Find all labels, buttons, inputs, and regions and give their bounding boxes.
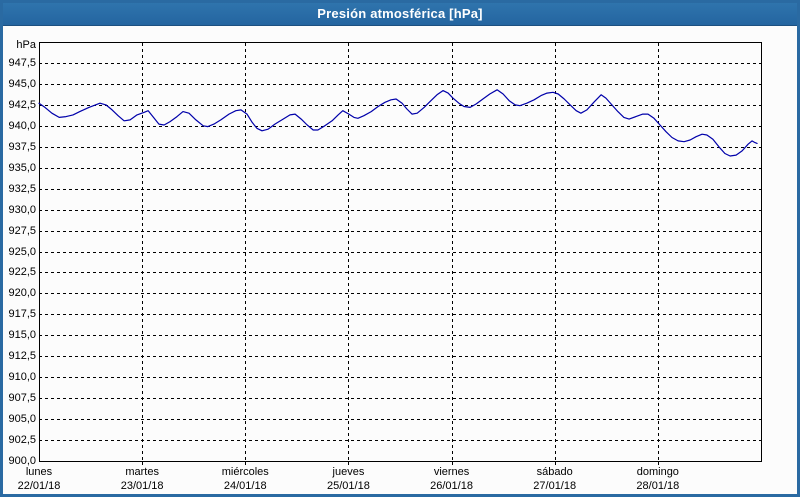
y-tick-label: 902,5: [8, 434, 36, 447]
x-tick-date-label: 27/01/18: [533, 480, 577, 492]
title-bar[interactable]: Presión atmosférica [hPa]: [3, 3, 797, 26]
pressure-line: [38, 89, 758, 157]
x-tick-date-label: 22/01/18: [17, 480, 61, 492]
y-tick-label: 935,0: [8, 161, 36, 174]
x-tick-day-label: domingo: [636, 466, 679, 478]
y-tick-label: 937,5: [8, 140, 36, 153]
x-tick-day-label: martes: [125, 466, 159, 478]
y-tick-label: 900,0: [8, 455, 36, 467]
y-tick-label: 932,5: [8, 182, 36, 195]
y-tick-label: 905,0: [8, 413, 36, 426]
y-tick-label: 922,5: [8, 266, 36, 279]
x-tick-day-label: sábado: [536, 466, 573, 478]
y-tick-label: 927,5: [8, 224, 36, 237]
y-tick-label: 920,0: [8, 287, 36, 300]
x-tick-date-label: 24/01/18: [223, 480, 267, 492]
x-tick-date-label: 25/01/18: [327, 480, 370, 492]
y-tick-label: 947,5: [8, 56, 36, 69]
x-tick-date-label: 23/01/18: [120, 480, 164, 492]
y-tick-label: 940,0: [8, 119, 36, 132]
y-tick-label: 907,5: [8, 392, 36, 405]
y-tick-label: 917,5: [8, 308, 36, 321]
x-tick-day-label: viernes: [433, 466, 470, 478]
x-tick-day-label: miércoles: [221, 466, 269, 478]
y-tick-label: 915,0: [8, 329, 36, 342]
y-axis-unit-label: hPa: [16, 39, 36, 51]
y-tick-label: 945,0: [8, 77, 36, 90]
y-tick-label: 930,0: [8, 203, 36, 216]
y-tick-label: 912,5: [8, 350, 36, 363]
x-tick-day-label: lunes: [25, 466, 53, 478]
x-tick-date-label: 26/01/18: [430, 480, 473, 492]
plot-frame: [39, 42, 762, 462]
y-tick-label: 942,5: [8, 98, 36, 111]
y-tick-label: 925,0: [8, 245, 36, 258]
window-title: Presión atmosférica [hPa]: [317, 6, 483, 21]
x-tick-day-label: jueves: [332, 466, 365, 478]
y-tick-label: 910,0: [8, 371, 36, 384]
x-tick-date-label: 28/01/18: [636, 480, 680, 492]
